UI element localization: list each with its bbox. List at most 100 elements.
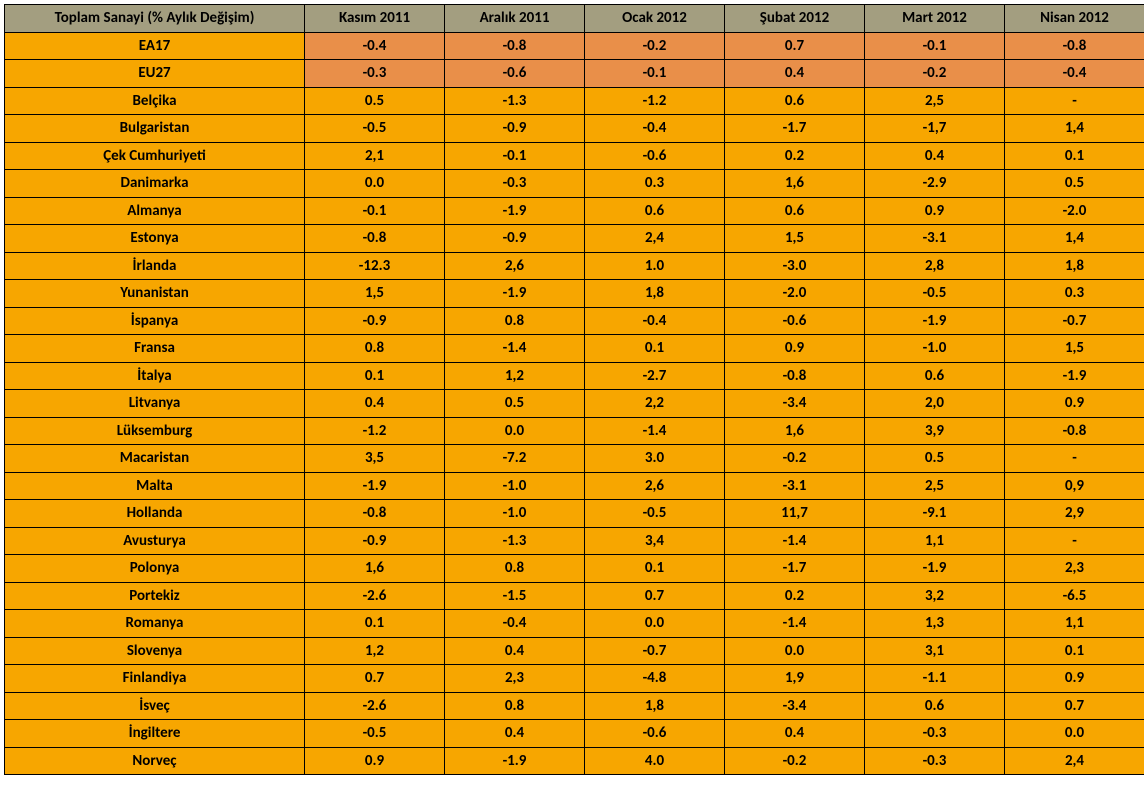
col-header-month2: Aralık 2011: [445, 5, 585, 33]
value-cell: 0.4: [865, 142, 1005, 170]
value-cell: 0.8: [445, 555, 585, 583]
col-header-month4: Şubat 2012: [725, 5, 865, 33]
table-header-row: Toplam Sanayi (% Aylık Değişim) Kasım 20…: [5, 5, 1144, 33]
value-cell: -0.4: [585, 115, 725, 143]
value-cell: 0.1: [1005, 637, 1144, 665]
country-cell: Malta: [5, 472, 305, 500]
value-cell: 0.8: [445, 692, 585, 720]
country-cell: EU27: [5, 60, 305, 88]
country-cell: İspanya: [5, 307, 305, 335]
table-row: Litvanya0.40.52,2-3.42,00.9: [5, 390, 1144, 418]
value-cell: 2,9: [1005, 500, 1144, 528]
value-cell: 3,9: [865, 417, 1005, 445]
value-cell: 4.0: [585, 747, 725, 775]
value-cell: -1.9: [865, 307, 1005, 335]
value-cell: 0.3: [1005, 280, 1144, 308]
country-cell: Portekiz: [5, 582, 305, 610]
table-row: Malta-1.9-1.02,6-3.12,50,9: [5, 472, 1144, 500]
value-cell: -2.0: [725, 280, 865, 308]
country-cell: Estonya: [5, 225, 305, 253]
value-cell: 0.0: [305, 170, 445, 198]
value-cell: -0.4: [585, 307, 725, 335]
value-cell: 0,9: [1005, 472, 1144, 500]
value-cell: 0.9: [1005, 390, 1144, 418]
value-cell: -0.2: [865, 60, 1005, 88]
value-cell: 0.5: [305, 87, 445, 115]
value-cell: 3.0: [585, 445, 725, 473]
value-cell: -0.1: [445, 142, 585, 170]
table-row: Çek Cumhuriyeti2,1-0.1-0.60.20.40.1: [5, 142, 1144, 170]
value-cell: -0.6: [585, 720, 725, 748]
value-cell: 2,5: [865, 472, 1005, 500]
table-row: Romanya0.1-0.40.0-1.41,31,1: [5, 610, 1144, 638]
value-cell: 2,4: [1005, 747, 1144, 775]
value-cell: -0.9: [305, 307, 445, 335]
value-cell: -0.6: [445, 60, 585, 88]
value-cell: -1.4: [585, 417, 725, 445]
value-cell: 1,4: [1005, 225, 1144, 253]
table-row: Hollanda-0.8-1.0-0.511,7-9.12,9: [5, 500, 1144, 528]
country-cell: Litvanya: [5, 390, 305, 418]
table-row: Portekiz-2.6-1.50.70.23,2-6.5: [5, 582, 1144, 610]
country-cell: Lüksemburg: [5, 417, 305, 445]
value-cell: -1.9: [865, 555, 1005, 583]
country-cell: İrlanda: [5, 252, 305, 280]
value-cell: 0.6: [725, 87, 865, 115]
value-cell: -3.1: [865, 225, 1005, 253]
country-cell: Hollanda: [5, 500, 305, 528]
value-cell: 1,6: [725, 170, 865, 198]
table-row: Slovenya1,20.4-0.70.03,10.1: [5, 637, 1144, 665]
value-cell: 0.9: [1005, 665, 1144, 693]
value-cell: -9.1: [865, 500, 1005, 528]
value-cell: 2,2: [585, 390, 725, 418]
value-cell: -: [1005, 527, 1144, 555]
country-cell: İsveç: [5, 692, 305, 720]
value-cell: 2,4: [585, 225, 725, 253]
country-cell: İtalya: [5, 362, 305, 390]
country-cell: Romanya: [5, 610, 305, 638]
table-row: Lüksemburg-1.20.0-1.41,63,9-0.8: [5, 417, 1144, 445]
table-row: Bulgaristan-0.5-0.9-0.4-1.7-1,71,4: [5, 115, 1144, 143]
value-cell: -0.2: [725, 445, 865, 473]
value-cell: 0.5: [865, 445, 1005, 473]
col-header-month1: Kasım 2011: [305, 5, 445, 33]
value-cell: 0.9: [865, 197, 1005, 225]
table-row: Estonya-0.8-0.92,41,5-3.11,4: [5, 225, 1144, 253]
value-cell: 0.6: [865, 362, 1005, 390]
value-cell: 0.0: [585, 610, 725, 638]
value-cell: -1.9: [445, 747, 585, 775]
value-cell: -0.2: [585, 32, 725, 60]
country-cell: Norveç: [5, 747, 305, 775]
table-row: Macaristan3,5-7.23.0-0.20.5-: [5, 445, 1144, 473]
value-cell: 0.0: [1005, 720, 1144, 748]
value-cell: -2.6: [305, 692, 445, 720]
value-cell: 1,5: [1005, 335, 1144, 363]
value-cell: 2,5: [865, 87, 1005, 115]
value-cell: -0.4: [305, 32, 445, 60]
value-cell: 1,3: [865, 610, 1005, 638]
value-cell: -1.0: [445, 500, 585, 528]
col-header-title: Toplam Sanayi (% Aylık Değişim): [5, 5, 305, 33]
value-cell: -4.8: [585, 665, 725, 693]
country-cell: Almanya: [5, 197, 305, 225]
value-cell: 0.4: [445, 637, 585, 665]
value-cell: 0.3: [585, 170, 725, 198]
value-cell: -2.9: [865, 170, 1005, 198]
value-cell: -1.9: [1005, 362, 1144, 390]
value-cell: -0.5: [305, 115, 445, 143]
value-cell: -1.0: [865, 335, 1005, 363]
value-cell: -7.2: [445, 445, 585, 473]
value-cell: -0.5: [305, 720, 445, 748]
industry-table: Toplam Sanayi (% Aylık Değişim) Kasım 20…: [4, 4, 1144, 775]
value-cell: 3,5: [305, 445, 445, 473]
value-cell: 0.7: [725, 32, 865, 60]
value-cell: -1.9: [445, 197, 585, 225]
value-cell: -6.5: [1005, 582, 1144, 610]
value-cell: 2,8: [865, 252, 1005, 280]
value-cell: 0.4: [305, 390, 445, 418]
country-cell: Fransa: [5, 335, 305, 363]
value-cell: 0.1: [305, 362, 445, 390]
value-cell: -0.4: [445, 610, 585, 638]
value-cell: 3,1: [865, 637, 1005, 665]
value-cell: 1,2: [305, 637, 445, 665]
